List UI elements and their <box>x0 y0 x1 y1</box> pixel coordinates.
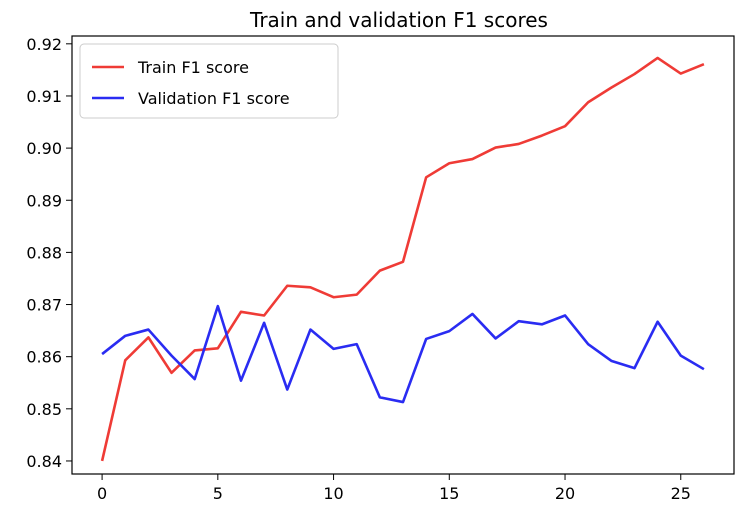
y-tick-label: 0.87 <box>26 296 62 315</box>
legend: Train F1 score Validation F1 score <box>79 43 339 119</box>
x-tick-label: 10 <box>323 484 343 503</box>
series-line-train <box>100 56 705 462</box>
y-axis: 0.84 0.85 0.86 0.87 0.88 0.89 0.90 0.91 0.92 <box>26 35 72 471</box>
legend-box <box>79 43 339 119</box>
x-tick-label: 5 <box>213 484 223 503</box>
x-axis: 0 5 10 15 20 25 <box>97 474 691 503</box>
chart-title: Train and validation F1 scores <box>249 8 548 32</box>
y-tick-label: 0.84 <box>26 452 62 471</box>
x-tick-label: 15 <box>439 484 459 503</box>
y-tick-label: 0.89 <box>26 191 62 210</box>
x-tick-label: 0 <box>97 484 107 503</box>
legend-label-train: Train F1 score <box>137 58 249 77</box>
y-tick-label: 0.92 <box>26 35 62 54</box>
y-tick-label: 0.88 <box>26 243 62 262</box>
legend-label-validation: Validation F1 score <box>138 89 290 108</box>
series-line-validation <box>101 304 705 404</box>
plot-area-frame <box>71 35 735 475</box>
series-layer <box>100 56 705 462</box>
y-tick-label: 0.91 <box>26 87 62 106</box>
x-tick-label: 25 <box>671 484 691 503</box>
y-tick-label: 0.90 <box>26 139 62 158</box>
x-tick-label: 20 <box>555 484 575 503</box>
y-tick-label: 0.86 <box>26 348 62 367</box>
y-tick-label: 0.85 <box>26 400 62 419</box>
